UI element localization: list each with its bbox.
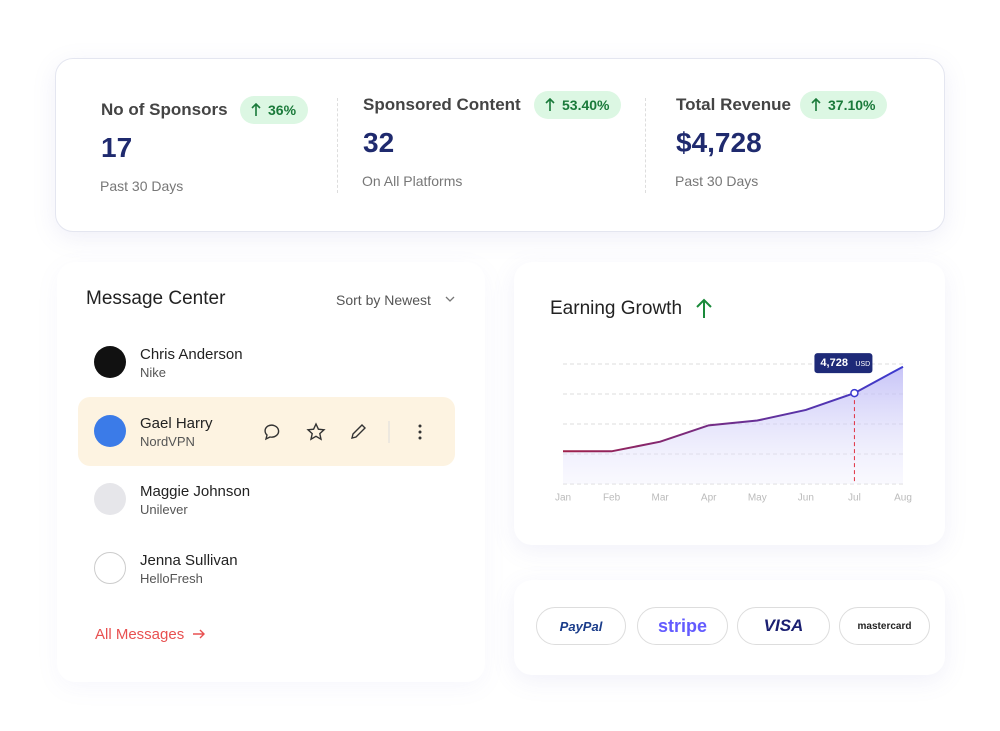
avatar bbox=[94, 552, 126, 585]
chart-title: Earning Growth bbox=[550, 298, 682, 319]
tooltip-unit: USD bbox=[855, 361, 870, 368]
message-card bbox=[57, 262, 485, 682]
avatar bbox=[94, 414, 126, 447]
stats-card bbox=[55, 58, 945, 232]
tooltip-value: 4,728 bbox=[820, 357, 848, 369]
x-tick-label: Jul bbox=[848, 493, 861, 504]
up-arrow bbox=[545, 98, 555, 111]
payment-logo: VISA bbox=[737, 607, 830, 645]
stat-note: On All Platforms bbox=[362, 173, 463, 189]
contact-company: Unilever bbox=[140, 502, 188, 518]
up-arrow bbox=[251, 103, 261, 116]
payment-logo: mastercard bbox=[839, 607, 930, 645]
avatar bbox=[94, 346, 126, 378]
growth-arrow bbox=[696, 298, 712, 318]
stat-label: No of Sponsors bbox=[101, 100, 228, 119]
contact-company: NordVPN bbox=[140, 433, 195, 449]
row-actions bbox=[264, 421, 422, 443]
area bbox=[563, 366, 903, 484]
message-title: Message Center bbox=[86, 288, 226, 309]
x-tick-label: May bbox=[748, 493, 767, 504]
row-highlight bbox=[78, 397, 455, 466]
edit-icon[interactable] bbox=[351, 424, 366, 439]
contact-name: Jenna Sullivan bbox=[140, 552, 238, 570]
stat-change: 36% bbox=[240, 96, 309, 124]
more-icon[interactable] bbox=[418, 424, 422, 440]
contact-name: Maggie Johnson bbox=[140, 483, 251, 501]
x-tick-label: Jan bbox=[555, 493, 571, 504]
stat-value: 17 bbox=[101, 132, 133, 163]
contact-name: Chris Anderson bbox=[140, 346, 243, 363]
point bbox=[850, 388, 859, 398]
chart: Earning Growth Jan Feb Mar Apr May Jun Jul Aug 4… bbox=[550, 298, 912, 504]
contact-company: Nike bbox=[140, 365, 167, 380]
up-arrow bbox=[811, 98, 821, 111]
x-tick-label: Feb bbox=[603, 493, 621, 504]
comment-icon[interactable] bbox=[264, 424, 280, 441]
stat-note: Past 30 Days bbox=[675, 173, 759, 189]
chart-card: Earning Growth Jan Feb Mar Apr May Jun Jul Aug 4… bbox=[514, 262, 945, 545]
stat-value: $4,728 bbox=[676, 127, 762, 158]
payment-card bbox=[514, 580, 945, 675]
x-tick-label: Aug bbox=[894, 493, 912, 504]
star-icon[interactable] bbox=[306, 422, 326, 441]
payment-logo: stripe bbox=[637, 607, 728, 645]
stat-label: Total Revenue bbox=[676, 95, 791, 114]
all-messages-link[interactable]: All Messages bbox=[95, 626, 185, 643]
payment-logo: PayPal bbox=[536, 607, 626, 645]
divider bbox=[337, 98, 338, 193]
stat-label: Sponsored Content bbox=[363, 95, 521, 114]
divider bbox=[645, 98, 646, 193]
x-tick-label: Mar bbox=[652, 493, 670, 504]
sort-button[interactable]: Sort by Newest bbox=[336, 292, 431, 308]
x-tick-label: Apr bbox=[701, 493, 717, 504]
line bbox=[563, 365, 904, 453]
chevron-icon bbox=[445, 296, 455, 302]
avatar bbox=[94, 483, 126, 516]
contact-company: HelloFresh bbox=[140, 571, 203, 587]
contact-name: Gael Harry bbox=[140, 414, 213, 432]
tooltip bbox=[814, 353, 873, 374]
stat-note: Past 30 Days bbox=[100, 178, 184, 194]
arrow-icon bbox=[193, 629, 205, 639]
x-tick-label: Jun bbox=[798, 493, 814, 504]
stat-change: 37.10% bbox=[800, 91, 888, 119]
stat-value: 32 bbox=[363, 127, 395, 158]
stat-change: 53.40% bbox=[534, 91, 622, 119]
